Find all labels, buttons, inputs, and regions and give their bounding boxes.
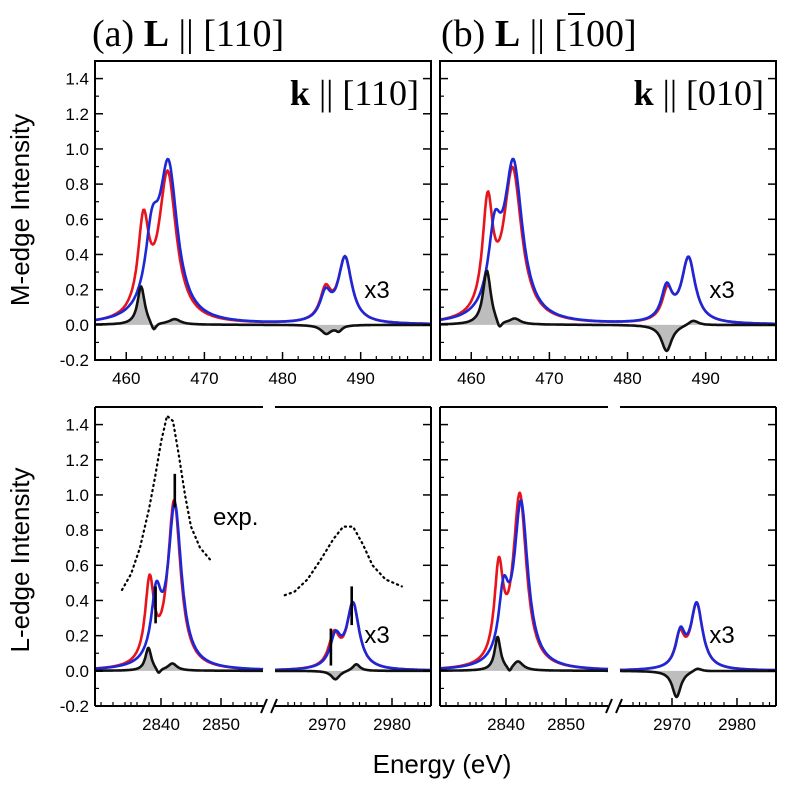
scale-note-b-top: x3 [709,277,734,304]
k-label-b-top: k || [010] [634,73,764,113]
y-label-bottom: L-edge Intensity [5,467,35,652]
title-panel-b: (b) L || [100] [441,13,637,55]
x-tick-label-b-top-1: 470 [535,369,563,388]
axis-break-b-bottom-0 [605,698,613,714]
experiment-curve-a-bottom-0 [120,413,214,592]
frame-b-top [439,60,777,361]
panels-group: -0.2 0.0 0.2 0.4 0.6 0.8 1.0 1.2 1.4 460 470 480 490… [60,60,777,734]
y-tick-label-a-top-5: 0.8 [65,175,89,194]
x-tick-label-a-bottom-2: 2970 [308,715,346,734]
blue-curve-b-top-0 [440,157,776,326]
scale-note-a-top: x3 [364,277,389,304]
y-tick-label-a-bottom-6: 1.0 [65,486,89,505]
difference-curve-b-top-0 [440,269,776,353]
x-tick-label-a-top-3: 490 [346,369,374,388]
blue-curve-a-top-0 [95,157,431,326]
y-tick-label-a-bottom-0: -0.2 [60,697,89,716]
y-tick-label-a-bottom-7: 1.2 [65,451,89,470]
y-tick-label-a-bottom-5: 0.8 [65,521,89,540]
panel-a-top: -0.2 0.0 0.2 0.4 0.6 0.8 1.0 1.2 1.4 460 470 480 490… [60,60,432,388]
x-tick-label-b-bottom-0: 2840 [487,715,525,734]
difference-curve-a-bottom-1 [274,662,431,681]
x-tick-label-b-bottom-3: 2980 [718,715,756,734]
axis-break-a-bottom-0 [260,698,268,714]
x-tick-label-b-top-3: 490 [691,369,719,388]
y-tick-label-a-bottom-2: 0.2 [65,627,89,646]
plot-area-b-top [440,157,776,353]
frame-a-top [94,60,432,361]
x-tick-label-b-bottom-1: 2850 [547,715,585,734]
axis-break-b-bottom-1 [615,698,623,714]
y-tick-label-a-bottom-3: 0.4 [65,591,89,610]
difference-curve-b-bottom-1 [619,667,776,699]
k-label-a-top: k || [110] [290,73,419,113]
x-tick-label-a-bottom-3: 2980 [373,715,411,734]
y-tick-label-a-top-2: 0.2 [65,281,89,300]
x-tick-label-a-top-2: 480 [268,369,296,388]
y-tick-label-a-top-0: -0.2 [60,351,89,370]
x-label: Energy (eV) [373,749,512,779]
x-tick-label-a-top-0: 460 [112,369,140,388]
blue-curve-b-bottom-1 [619,600,776,672]
x-tick-label-a-bottom-0: 2840 [142,715,180,734]
plot-area-a-top [95,157,431,336]
x-tick-label-b-top-2: 480 [613,369,641,388]
x-tick-label-b-top-0: 460 [457,369,485,388]
difference-curve-a-top-0 [95,285,431,336]
y-tick-label-a-top-7: 1.2 [65,105,89,124]
title-panel-a: (a) L || [110] [92,13,284,55]
panel-b-bottom: 2840 2850 2970 2980 x3 [439,406,777,734]
experiment-curve-a-bottom-1 [283,525,403,597]
y-tick-label-a-bottom-8: 1.4 [65,416,89,435]
exp-annotation-a-bottom: exp. [213,504,258,531]
y-tick-label-a-top-6: 1.0 [65,140,89,159]
x-tick-label-b-bottom-2: 2970 [653,715,691,734]
scale-note-b-bottom: x3 [709,622,734,649]
y-tick-label-a-top-4: 0.6 [65,210,89,229]
y-tick-label-a-top-3: 0.4 [65,245,89,264]
difference-curve-b-bottom-0 [440,635,609,673]
y-tick-label-a-top-1: 0.0 [65,316,89,335]
y-tick-label-a-bottom-4: 0.6 [65,556,89,575]
x-tick-label-a-top-1: 470 [190,369,218,388]
plot-area-a-bottom [95,413,431,681]
plot-area-b-bottom [440,491,776,699]
difference-fill-b-bottom-1 [620,668,776,697]
panel-b-top: 460 470 480 490 k || [010] x3 [439,60,777,388]
difference-fill-a-top-0 [95,286,431,334]
y-tick-label-a-top-8: 1.4 [65,70,89,89]
overbar-digit: 1 [567,13,586,55]
red-curve-b-bottom-1 [619,601,776,672]
blue-curve-a-bottom-0 [95,501,264,671]
panel-a-bottom: -0.2 0.0 0.2 0.4 0.6 0.8 1.0 1.2 1.4 2840 2850 2970… [60,406,432,734]
difference-curve-a-bottom-0 [95,646,264,674]
y-label-top: M-edge Intensity [5,114,35,306]
y-tick-label-a-bottom-1: 0.0 [65,662,89,681]
scale-note-a-bottom: x3 [364,622,389,649]
axis-break-a-bottom-1 [270,698,278,714]
blue-curve-b-bottom-0 [440,499,609,671]
x-tick-label-a-bottom-1: 2850 [202,715,240,734]
